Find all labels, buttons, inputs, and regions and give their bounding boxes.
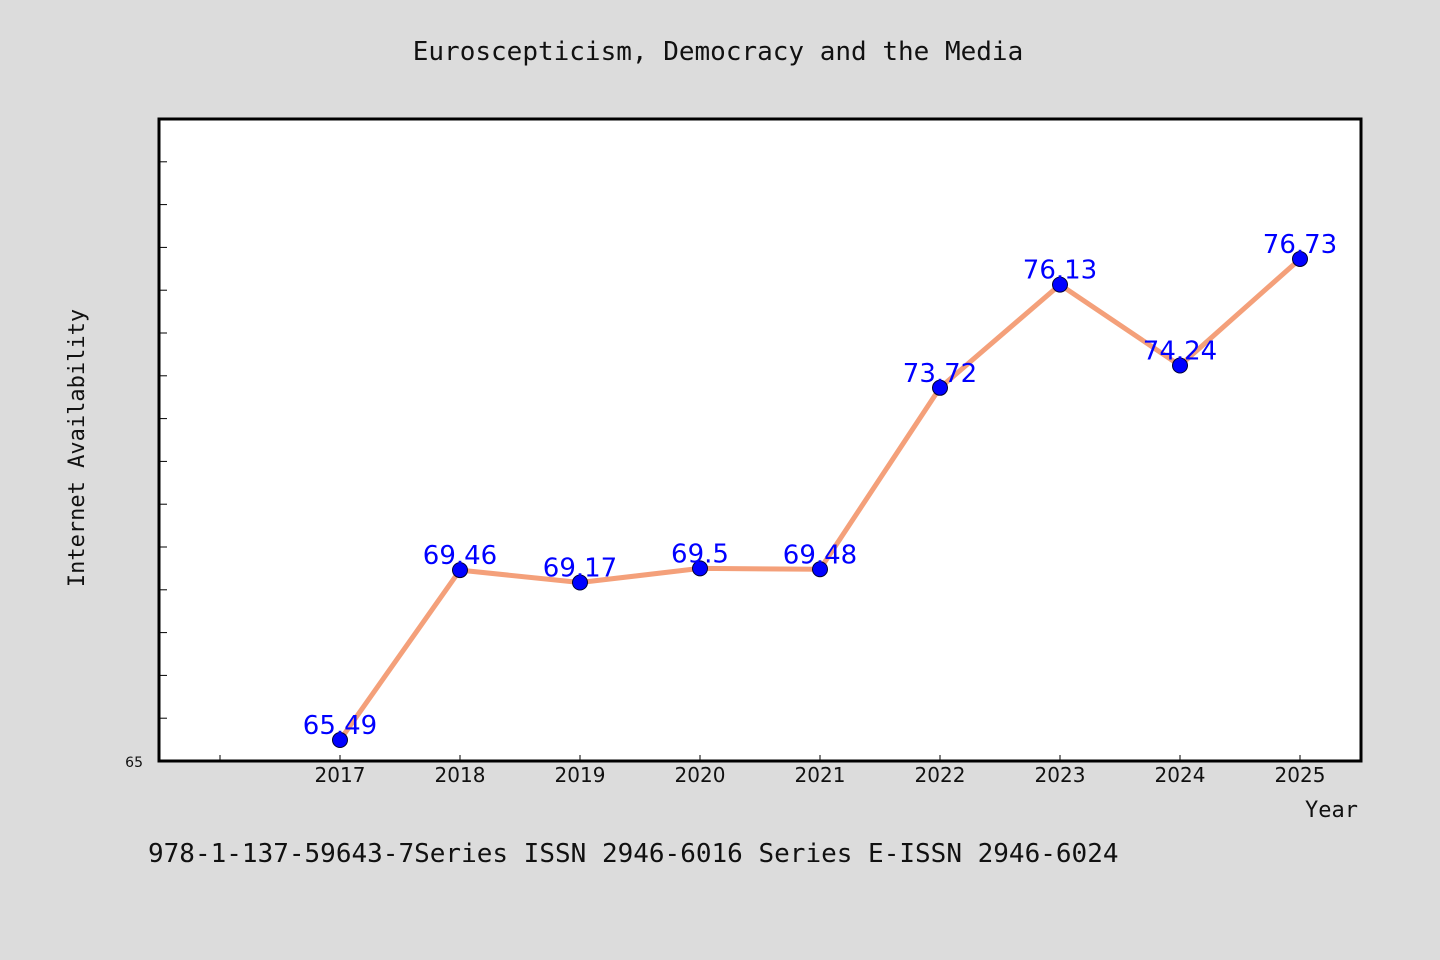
data-label: 69.5 (671, 539, 729, 569)
data-label: 73.72 (903, 359, 977, 389)
data-point (692, 560, 708, 577)
x-tick-label: 2020 (675, 763, 726, 787)
series-markers (332, 250, 1308, 749)
x-tick-label: 2025 (1275, 763, 1326, 787)
plot-area (157, 117, 1363, 763)
data-point (452, 562, 468, 579)
data-point (1292, 250, 1308, 267)
data-label: 69.46 (423, 541, 497, 571)
data-point (932, 379, 948, 396)
x-tick-label: 2021 (795, 763, 846, 787)
data-label: 65.49 (303, 711, 377, 741)
x-axis-label: Year (1305, 798, 1358, 823)
y-tick-label: 65 (125, 755, 143, 771)
x-axis-ticks (219, 755, 1301, 761)
x-tick-label: 2017 (315, 763, 366, 787)
data-point (572, 574, 588, 591)
data-label: 76.13 (1023, 256, 1097, 286)
x-tick-label: 2018 (435, 763, 486, 787)
data-label: 76.73 (1263, 230, 1337, 260)
x-tick-labels: 2017 2018 2019 2020 2021 2022 2023 2024 2025 (315, 763, 1326, 787)
data-labels: 65.49 69.46 69.17 69.5 69.48 73.72 76.13 74.24 7… (303, 230, 1337, 741)
data-point (1052, 276, 1068, 293)
y-axis-ticks (159, 161, 167, 719)
data-point (1172, 357, 1188, 374)
data-point (812, 561, 828, 578)
chart-title: Euroscepticism, Democracy and the Media (413, 37, 1023, 67)
x-tick-label: 2024 (1155, 763, 1206, 787)
x-tick-label: 2022 (915, 763, 966, 787)
data-point (332, 732, 348, 749)
y-axis-label: Internet Availability (65, 309, 90, 587)
x-tick-label: 2023 (1035, 763, 1086, 787)
footer-isbn-issn: 978-1-137-59643-7Series ISSN 2946-6016 S… (148, 839, 1119, 869)
x-tick-label: 2019 (555, 763, 606, 787)
data-label: 69.17 (543, 554, 617, 584)
data-label: 69.48 (783, 540, 857, 570)
data-label: 74.24 (1143, 337, 1217, 367)
